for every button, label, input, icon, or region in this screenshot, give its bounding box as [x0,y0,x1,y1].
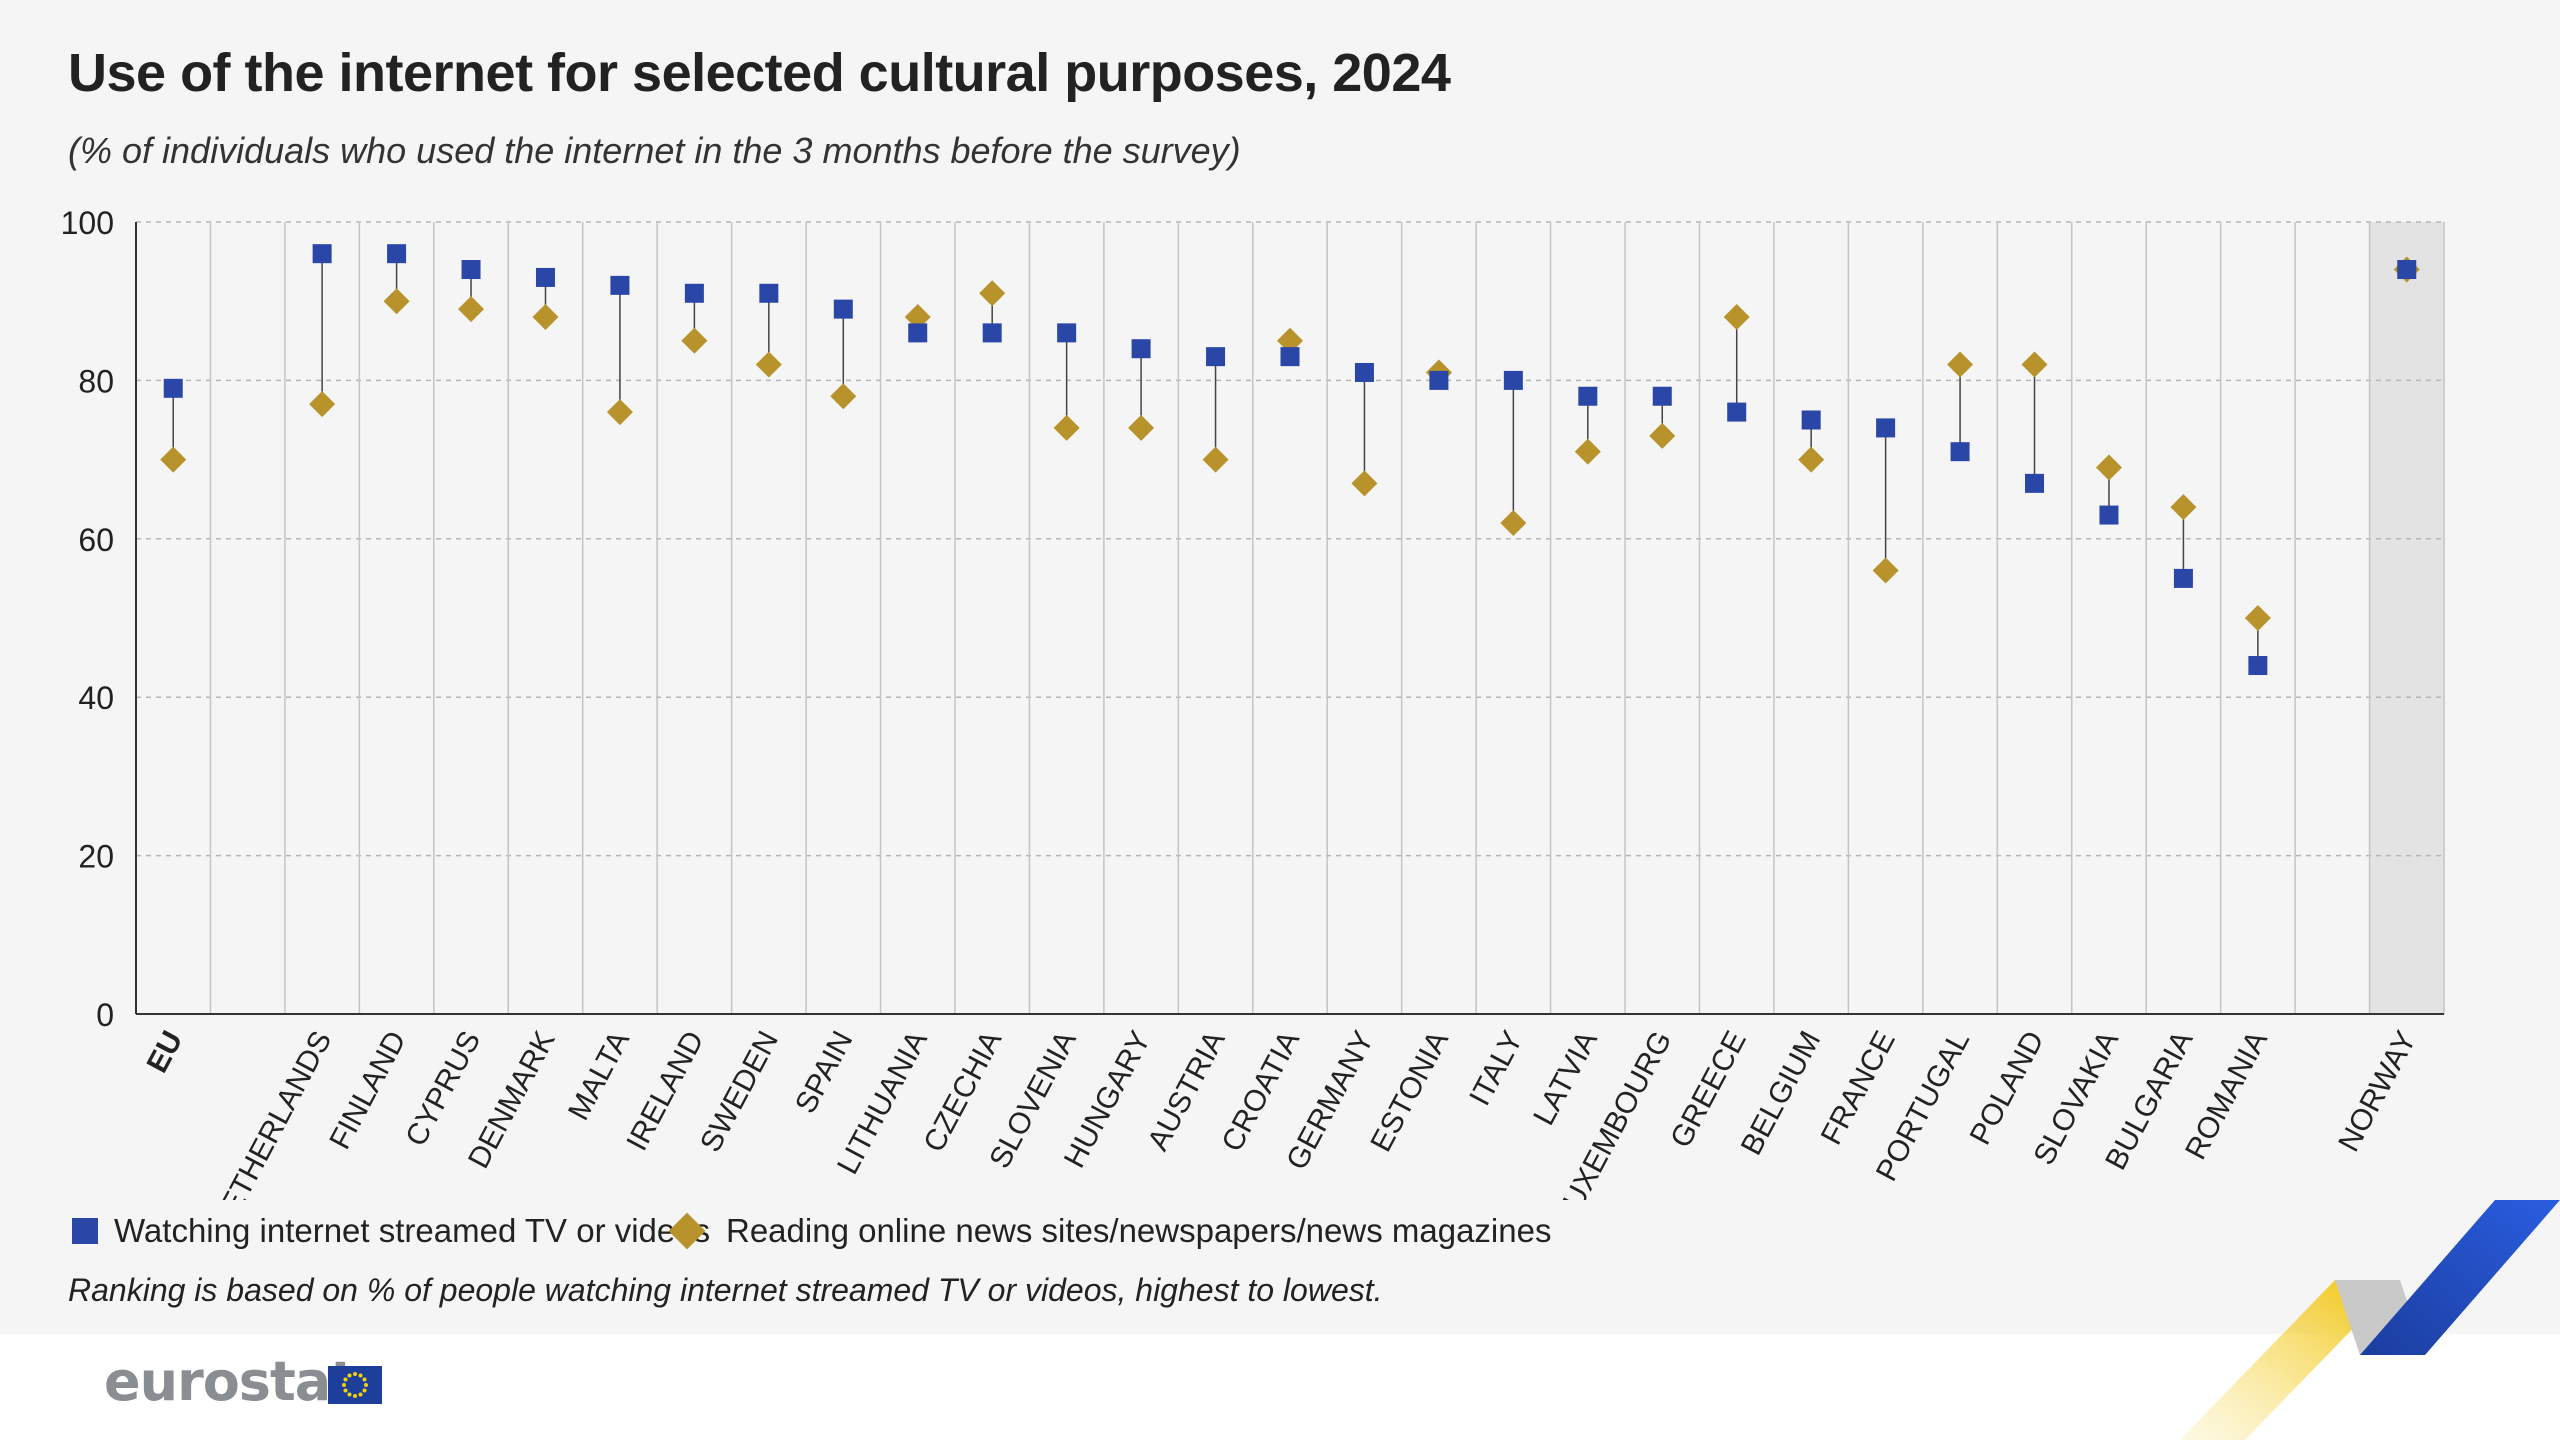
news-point-belgium [1798,446,1825,473]
streamed-point-sweden [759,283,779,303]
y-tick-label-80: 80 [78,363,114,399]
streamed-point-finland [387,244,407,264]
streamed-point-eu [163,378,183,398]
chart-subtitle: (% of individuals who used the internet … [68,130,1241,171]
y-tick-label-0: 0 [96,997,114,1033]
x-tick-label-latvia: LATVIA [1527,1026,1604,1131]
streamed-point-estonia [1429,370,1449,390]
diamond-marker-icon [668,1212,706,1250]
x-tick-label-italy: ITALY [1463,1026,1529,1111]
streamed-point-croatia [1280,347,1300,367]
x-tick-label-poland: POLAND [1964,1026,2051,1150]
footer [0,1334,2560,1440]
news-point-czechia [979,280,1006,307]
legend-item-news: Reading online news sites/newspapers/new… [668,1212,1551,1250]
news-point-ireland [681,327,708,354]
legend-label-news: Reading online news sites/newspapers/new… [726,1212,1552,1249]
news-point-netherlands [309,391,336,418]
news-point-spain [830,383,857,410]
streamed-point-belgium [1801,410,1821,430]
news-point-malta [606,399,633,426]
y-tick-label-40: 40 [78,680,114,716]
news-point-luxembourg [1649,422,1676,449]
legend-item-streamed: Watching internet streamed TV or videos [72,1212,710,1250]
streamed-point-denmark [535,267,555,287]
news-point-eu [160,446,187,473]
news-point-latvia [1574,438,1601,465]
news-point-italy [1500,509,1527,536]
streamed-point-poland [2025,473,2045,493]
news-point-slovenia [1053,414,1080,441]
x-tick-label-spain: SPAIN [789,1026,859,1119]
news-point-slovakia [2095,454,2122,481]
streamed-point-latvia [1578,386,1598,406]
ranking-note: Ranking is based on % of people watching… [68,1272,1383,1308]
news-point-germany [1351,470,1378,497]
streamed-point-malta [610,275,630,295]
x-tick-label-norway: NORWAY [2332,1026,2423,1157]
streamed-point-spain [833,299,853,319]
streamed-point-greece [1727,402,1747,422]
decorative-ribbon [2180,1200,2560,1440]
square-marker-icon [72,1218,98,1244]
y-tick-label-100: 100 [61,205,114,241]
streamed-point-slovakia [2099,505,2119,525]
eurostat-logo: eurostat [104,1350,356,1413]
news-point-france [1872,557,1899,584]
news-point-denmark [532,304,559,331]
streamed-point-bulgaria [2173,568,2193,588]
chart-title: Use of the internet for selected cultura… [68,43,1451,103]
news-point-portugal [1947,351,1974,378]
highlight-band [2369,222,2444,1014]
news-point-greece [1723,304,1750,331]
streamed-point-germany [1354,362,1374,382]
legend-label-streamed: Watching internet streamed TV or videos [114,1212,711,1249]
news-point-sweden [755,351,782,378]
streamed-point-hungary [1131,339,1151,359]
streamed-point-ireland [684,283,704,303]
news-point-cyprus [458,296,485,323]
streamed-point-italy [1503,370,1523,390]
y-tick-label-20: 20 [78,839,114,875]
streamed-point-slovenia [1057,323,1077,343]
news-point-poland [2021,351,2048,378]
x-tick-label-netherlands: NETHERLANDS [204,1026,338,1200]
x-tick-label-cyprus: CYPRUS [399,1026,487,1152]
y-tick-label-60: 60 [78,522,114,558]
streamed-point-norway [2397,260,2417,280]
streamed-point-cyprus [461,260,481,280]
streamed-point-portugal [1950,442,1970,462]
streamed-point-france [1876,418,1896,438]
x-tick-label-france: FRANCE [1815,1026,1902,1150]
streamed-point-czechia [982,323,1002,343]
x-tick-label-malta: MALTA [562,1026,636,1126]
news-point-bulgaria [2170,494,2197,521]
news-point-romania [2244,605,2271,631]
x-tick-label-eu: EU [141,1026,190,1078]
streamed-point-lithuania [908,323,928,343]
news-point-finland [383,288,410,315]
news-point-austria [1202,446,1229,473]
streamed-point-austria [1206,347,1226,367]
streamed-point-netherlands [312,244,332,264]
eu-flag-icon [328,1366,382,1404]
streamed-point-romania [2248,656,2268,676]
streamed-point-luxembourg [1652,386,1672,406]
news-point-hungary [1128,414,1155,441]
